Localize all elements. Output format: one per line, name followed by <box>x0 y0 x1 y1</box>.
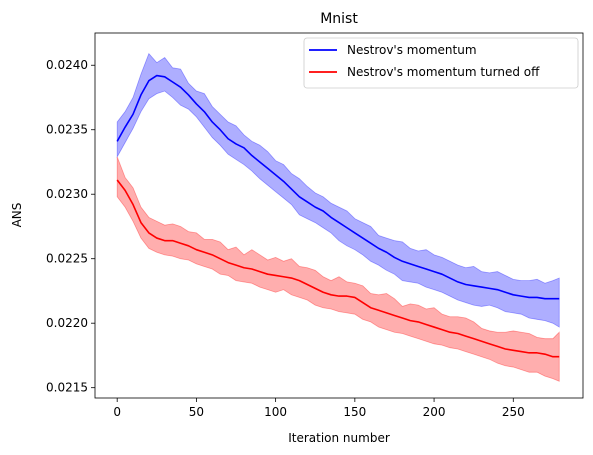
plot-area <box>94 32 584 399</box>
x-axis-ticks: 0 50 100 150 200 250 <box>113 398 525 419</box>
x-tick-label: 100 <box>264 405 287 419</box>
y-tick-label: 0.0215 <box>46 381 88 395</box>
x-tick-label: 250 <box>502 405 525 419</box>
confidence-bands <box>116 52 560 382</box>
chart-title: Mnist <box>320 11 358 27</box>
band-series-2 <box>116 156 560 382</box>
y-tick-label: 0.0230 <box>46 187 88 201</box>
line-series-1 <box>116 74 560 300</box>
y-tick-label: 0.0220 <box>46 316 88 330</box>
line-series-2 <box>116 179 560 358</box>
y-tick-label: 0.0235 <box>46 123 88 137</box>
y-tick-label: 0.0225 <box>46 252 88 266</box>
x-axis-label: Iteration number <box>288 431 390 445</box>
x-tick-label: 150 <box>343 405 366 419</box>
legend-box <box>303 37 579 89</box>
series-lines <box>116 74 560 358</box>
legend-label-1: Nestrov's momentum <box>347 43 477 57</box>
x-tick-label: 200 <box>423 405 446 419</box>
band-series-1 <box>116 52 560 328</box>
y-axis-ticks: 0.0215 0.0220 0.0225 0.0230 0.0235 0.0240 <box>46 58 95 395</box>
y-axis-label: ANS <box>10 203 24 228</box>
legend-label-2: Nestrov's momentum turned off <box>347 65 540 79</box>
plot-frame <box>94 32 584 399</box>
y-tick-label: 0.0240 <box>46 58 88 72</box>
x-tick-label: 0 <box>113 405 121 419</box>
x-tick-label: 50 <box>189 405 204 419</box>
legend: Nestrov's momentum Nestrov's momentum tur… <box>303 37 579 89</box>
